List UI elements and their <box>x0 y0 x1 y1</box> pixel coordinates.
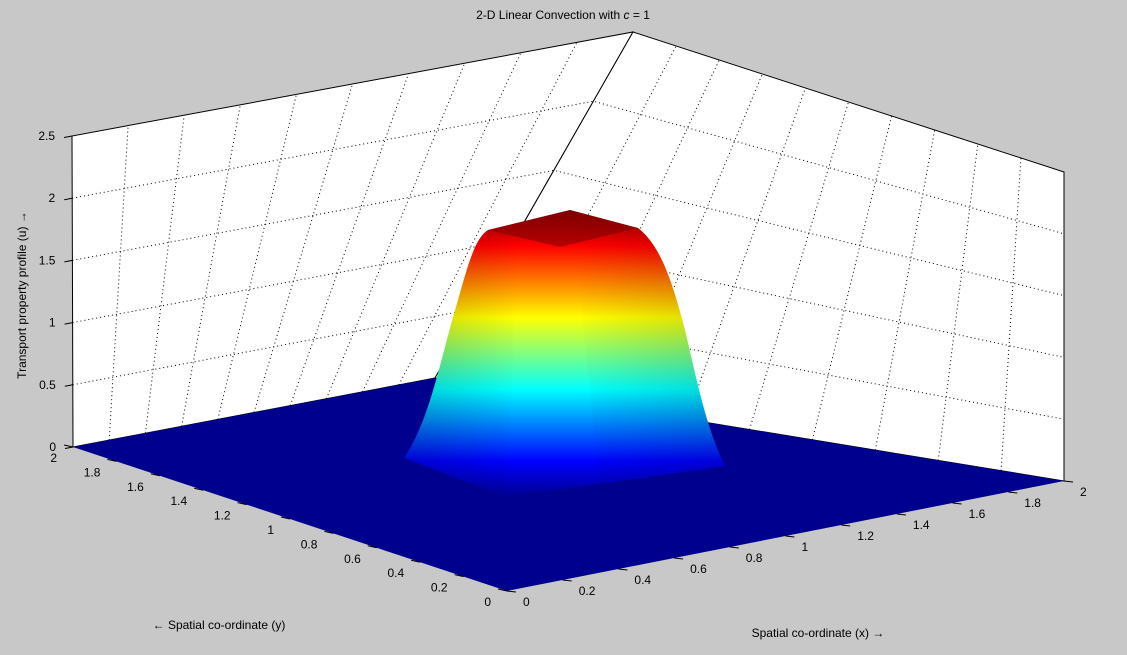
z-tick-label: 1.5 <box>39 253 56 267</box>
y-grid-line <box>398 42 578 386</box>
x-tick-mark <box>952 502 962 505</box>
x-tick-mark <box>618 568 628 571</box>
y-tick-mark <box>411 559 421 563</box>
x-tick-mark <box>1008 491 1018 494</box>
x-tick-mark <box>562 579 572 582</box>
x-tick-label: 0.8 <box>746 551 763 565</box>
z-tick-label: 0.5 <box>39 378 56 392</box>
y-grid-line <box>108 125 129 441</box>
y-tick-mark <box>280 516 291 520</box>
z-tick-label: 0 <box>49 440 56 454</box>
x-tick-label: 0 <box>523 595 530 609</box>
x-tick-label: 1 <box>802 540 809 554</box>
x-tick-mark <box>785 535 795 538</box>
y-tick-label: 1.2 <box>214 509 231 523</box>
surface-hump-right-shade <box>570 210 725 482</box>
y-tick-label: 2 <box>50 451 57 465</box>
y-tick-label: 1 <box>267 523 274 537</box>
x-tick-label: 1.2 <box>857 529 874 543</box>
z-grid-line <box>72 100 1065 235</box>
z-tick-mark <box>64 384 73 387</box>
surface-hump-left-shade <box>404 226 520 497</box>
x-tick-mark <box>1063 480 1074 483</box>
x-tick-mark <box>674 557 684 560</box>
y-tick-mark <box>367 545 377 549</box>
y-tick-mark <box>324 530 334 534</box>
y-tick-label: 0.2 <box>431 581 448 595</box>
x-tick-label: 1.4 <box>913 518 930 532</box>
y-grid-line <box>289 73 410 406</box>
y-tick-mark <box>194 487 204 491</box>
y-grid-line <box>181 104 241 427</box>
y-tick-label: 1.8 <box>84 465 101 479</box>
x-tick-label: 1.8 <box>1024 496 1041 510</box>
y-tick-label: 0.6 <box>344 552 361 566</box>
z-tick-label: 2 <box>49 191 56 205</box>
x-axis-label: Spatial co-ordinate (x) → <box>752 626 885 640</box>
y-tick-label: 1.4 <box>171 494 188 508</box>
z-tick-mark <box>64 446 74 449</box>
surface-hump <box>404 210 725 497</box>
y-tick-mark <box>454 574 464 578</box>
x-tick-label: 0.6 <box>690 562 707 576</box>
x-tick-mark <box>896 513 906 516</box>
y-axis-ticks: 0 0.2 0.4 0.6 0.8 1 1.2 1.4 1.6 1.8 2 <box>50 444 508 609</box>
z-tick-mark <box>64 322 73 325</box>
surface-hump-top <box>488 210 638 247</box>
x-tick-mark <box>506 590 517 593</box>
x-axis-ticks: 0 0.2 0.4 0.6 0.8 1 1.2 1.4 1.6 1.8 2 <box>506 480 1087 609</box>
x-tick-label: 0.2 <box>579 584 596 598</box>
y-tick-mark <box>150 473 160 477</box>
y-grid-line <box>144 115 185 434</box>
y-tick-mark <box>497 588 508 592</box>
y-tick-mark <box>237 502 247 506</box>
x-tick-label: 1.6 <box>969 507 986 521</box>
x-tick-mark <box>841 524 851 527</box>
z-axis-label: Transport property profile (u) → <box>15 211 29 379</box>
z-grid-line <box>72 239 1065 358</box>
y-tick-mark <box>63 444 74 448</box>
x-grid-line <box>1000 157 1022 471</box>
z-tick-label: 2.5 <box>38 129 55 143</box>
y-tick-label: 1.6 <box>127 480 144 494</box>
x-tick-label: 2 <box>1080 485 1087 499</box>
y-tick-label: 0.4 <box>388 566 405 580</box>
z-tick-mark <box>64 197 73 201</box>
z-tick-mark <box>63 135 73 138</box>
x-tick-mark <box>729 546 739 549</box>
z-tick-mark <box>64 259 73 263</box>
z-axis-ticks: 0 0.5 1 1.5 2 2.5 <box>38 129 74 454</box>
x-tick-label: 0.4 <box>634 573 651 587</box>
y-tick-mark <box>107 458 117 462</box>
y-tick-label: 0 <box>484 595 491 609</box>
y-axis-label: ← Spatial co-ordinate (y) <box>153 618 286 632</box>
y-tick-label: 0.8 <box>301 537 318 551</box>
y-grid-line <box>325 63 466 399</box>
z-tick-label: 1 <box>49 316 56 330</box>
chart-title: 2-D Linear Convection with c = 1 <box>476 8 650 22</box>
